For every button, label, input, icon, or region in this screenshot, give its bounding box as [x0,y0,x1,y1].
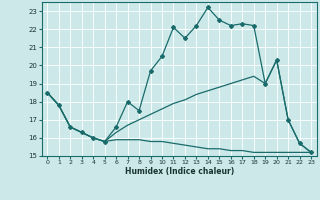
X-axis label: Humidex (Indice chaleur): Humidex (Indice chaleur) [124,167,234,176]
